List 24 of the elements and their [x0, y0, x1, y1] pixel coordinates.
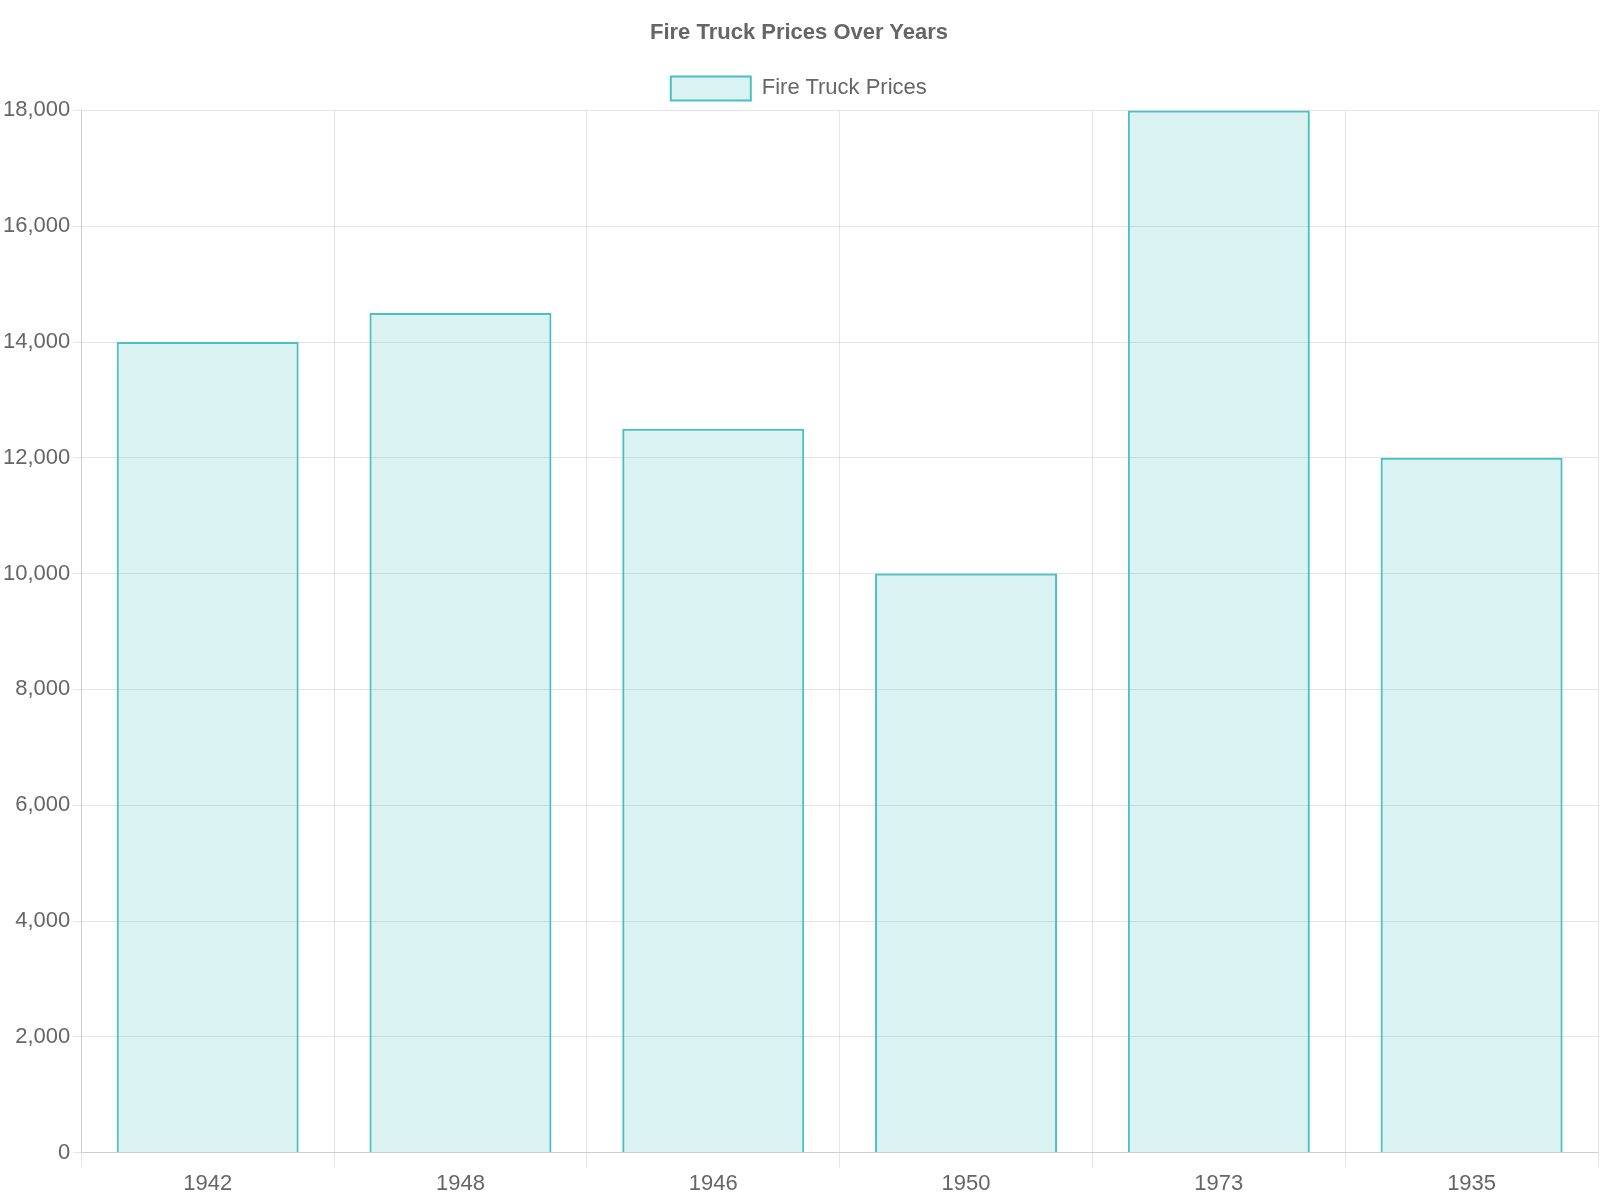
x-tick-label: 1973: [1194, 1169, 1244, 1195]
x-tick-label: 1948: [435, 1169, 485, 1195]
bar: [116, 342, 299, 1153]
x-tick-label: 1942: [183, 1169, 233, 1195]
bar: [875, 573, 1058, 1153]
x-tick-label: 1935: [1447, 1169, 1497, 1195]
y-tick-label: 6,000: [15, 791, 71, 817]
y-tick-label: 4,000: [15, 907, 71, 933]
bar: [622, 428, 805, 1153]
y-tick-label: 16,000: [2, 212, 71, 238]
bar: [369, 313, 552, 1153]
y-tick-label: 0: [58, 1138, 71, 1164]
bar: [1380, 457, 1563, 1153]
y-tick-label: 10,000: [2, 559, 71, 585]
x-tick-label: 1946: [688, 1169, 738, 1195]
chart-title: Fire Truck Prices Over Years: [649, 19, 949, 45]
y-tick-label: 18,000: [2, 96, 71, 122]
y-tick-label: 14,000: [2, 328, 71, 354]
legend-label: Fire Truck Prices: [761, 74, 927, 100]
y-tick-label: 12,000: [2, 443, 71, 469]
x-tick-label: 1950: [941, 1169, 991, 1195]
bar: [1127, 110, 1310, 1153]
y-tick-label: 8,000: [15, 675, 71, 701]
y-tick-label: 2,000: [15, 1022, 71, 1048]
